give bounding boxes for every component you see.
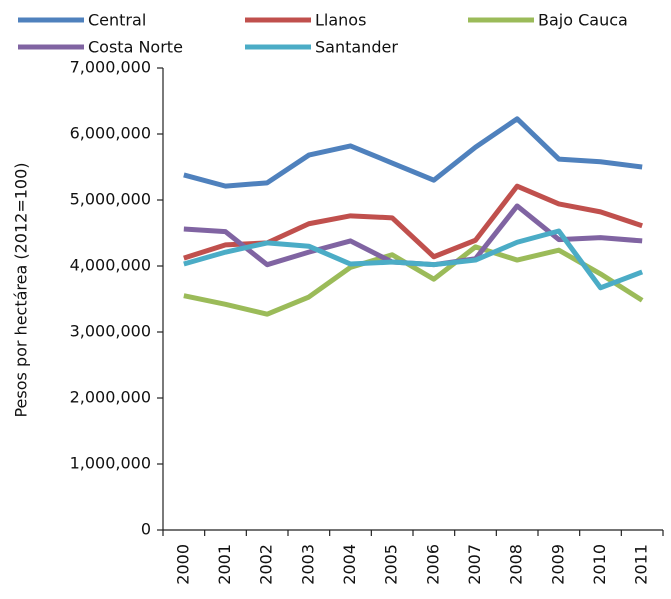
series-line: [183, 228, 644, 291]
y-tick-label: 4,000,000: [70, 256, 151, 275]
x-tick-label: 2003: [298, 544, 317, 585]
x-tick-label: 2001: [215, 544, 234, 585]
x-tick-label: 2007: [465, 544, 484, 585]
legend-label: Llanos: [315, 11, 366, 30]
x-tick-label: 2011: [632, 544, 651, 585]
x-tick-label: 2006: [423, 544, 442, 585]
x-tick-label: 2000: [173, 544, 192, 585]
series-line: [183, 244, 644, 317]
y-tick-label: 3,000,000: [70, 322, 151, 341]
x-tick-label: 2005: [382, 544, 401, 585]
legend-label: Costa Norte: [88, 38, 183, 57]
series-line: [183, 116, 643, 189]
y-tick-label: 6,000,000: [70, 124, 151, 143]
y-axis-title: Pesos por hectárea (2012=100): [12, 162, 31, 417]
legend-label: Central: [88, 11, 146, 30]
y-tick-label: 1,000,000: [70, 454, 151, 473]
x-tick-label: 2010: [590, 544, 609, 585]
legend-label: Bajo Cauca: [538, 11, 628, 30]
x-tick-label: 2002: [257, 544, 276, 585]
y-tick-label: 5,000,000: [70, 190, 151, 209]
y-tick-label: 7,000,000: [70, 58, 151, 77]
x-tick-label: 2004: [340, 544, 359, 585]
legend-label: Santander: [315, 38, 398, 57]
y-tick-label: 0: [141, 520, 151, 539]
x-tick-label: 2009: [548, 544, 567, 585]
x-tick-label: 2008: [507, 544, 526, 585]
y-tick-label: 2,000,000: [70, 388, 151, 407]
